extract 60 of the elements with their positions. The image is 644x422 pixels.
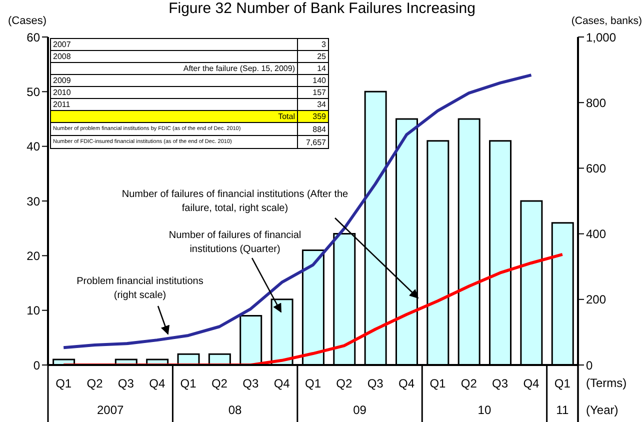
annotation: 2007 xyxy=(50,38,298,50)
x-tick-label: Q1 xyxy=(180,376,197,391)
y-tick-label: 0 xyxy=(33,358,40,372)
chart-title: Figure 32 Number of Bank Failures Increasing xyxy=(168,0,476,17)
x-tick-label: Q1 xyxy=(430,376,446,391)
y2-axis-title: (Cases, banks) xyxy=(571,15,642,27)
x-tick-label: Q1 xyxy=(554,376,571,391)
x-tick-label: Q3 xyxy=(492,376,508,391)
annotation: 2008 xyxy=(50,50,298,62)
x-tick-label: Q2 xyxy=(460,376,478,391)
annotation: 884 xyxy=(298,122,328,136)
y-tick-label: 50 xyxy=(26,84,40,99)
text: 11 xyxy=(556,403,569,417)
y-tick-label: 20 xyxy=(26,248,40,263)
line-series xyxy=(62,252,564,365)
annotation: After the failure (Sep. 15, 2009) xyxy=(50,62,298,74)
x-tick-label: Q4 xyxy=(149,376,166,391)
text: 10 xyxy=(478,403,492,417)
annotation: 34 xyxy=(298,98,328,110)
y-tick-label: 60 xyxy=(26,30,40,44)
x-tick-label: Q4 xyxy=(398,376,415,391)
annotation: 2010 xyxy=(50,86,298,98)
annotation: 2009 xyxy=(50,74,298,86)
x-tick-label: Q3 xyxy=(242,376,259,391)
annotation: 2011 xyxy=(50,98,298,110)
annotation: 14 xyxy=(298,62,328,74)
text: 09 xyxy=(353,403,367,417)
x-tick-label: Q4 xyxy=(523,376,540,391)
annotation: 25 xyxy=(298,50,328,62)
text: 08 xyxy=(228,403,242,417)
x-axis-title: (Terms) xyxy=(586,376,627,390)
x-tick-label: Q2 xyxy=(211,376,228,391)
x-tick-label: Q3 xyxy=(118,376,134,391)
text: Number of failures of financial institutions (After the failure, total, right scale) xyxy=(120,188,350,216)
x-tick-label: Q3 xyxy=(367,376,384,391)
text: Problem financial institutions (right scale) xyxy=(76,275,204,303)
text: 2007 xyxy=(97,403,124,417)
y2-tick-label: 600 xyxy=(586,161,606,176)
y2-tick-label: 400 xyxy=(586,227,606,242)
x-tick-label: Q2 xyxy=(336,376,353,391)
x-tick-label: Q1 xyxy=(304,376,322,391)
y2-tick-label: 1,000 xyxy=(586,30,616,44)
annotation: 140 xyxy=(298,74,328,86)
y2-tick-label: 0 xyxy=(586,358,593,372)
annotation: 359 xyxy=(298,110,328,122)
annotation: 3 xyxy=(298,38,328,50)
annotation: Total xyxy=(50,110,298,122)
x-tick-label: Q4 xyxy=(274,376,290,391)
y-axis-title: (Cases) xyxy=(8,15,47,27)
annotation: 157 xyxy=(298,86,328,98)
y-tick-label: 10 xyxy=(26,304,40,318)
y-tick-label: 30 xyxy=(26,194,40,208)
y2-tick-label: 200 xyxy=(586,292,606,307)
annotation: 7,657 xyxy=(298,136,328,148)
text: (Year) xyxy=(586,403,618,417)
y2-tick-label: 800 xyxy=(586,96,606,110)
y-tick-label: 40 xyxy=(26,140,40,154)
x-tick-label: Q2 xyxy=(86,376,104,391)
series-label: Number of failures of financial institutions (Quarter) xyxy=(168,229,302,257)
x-tick-label: Q1 xyxy=(56,376,72,391)
